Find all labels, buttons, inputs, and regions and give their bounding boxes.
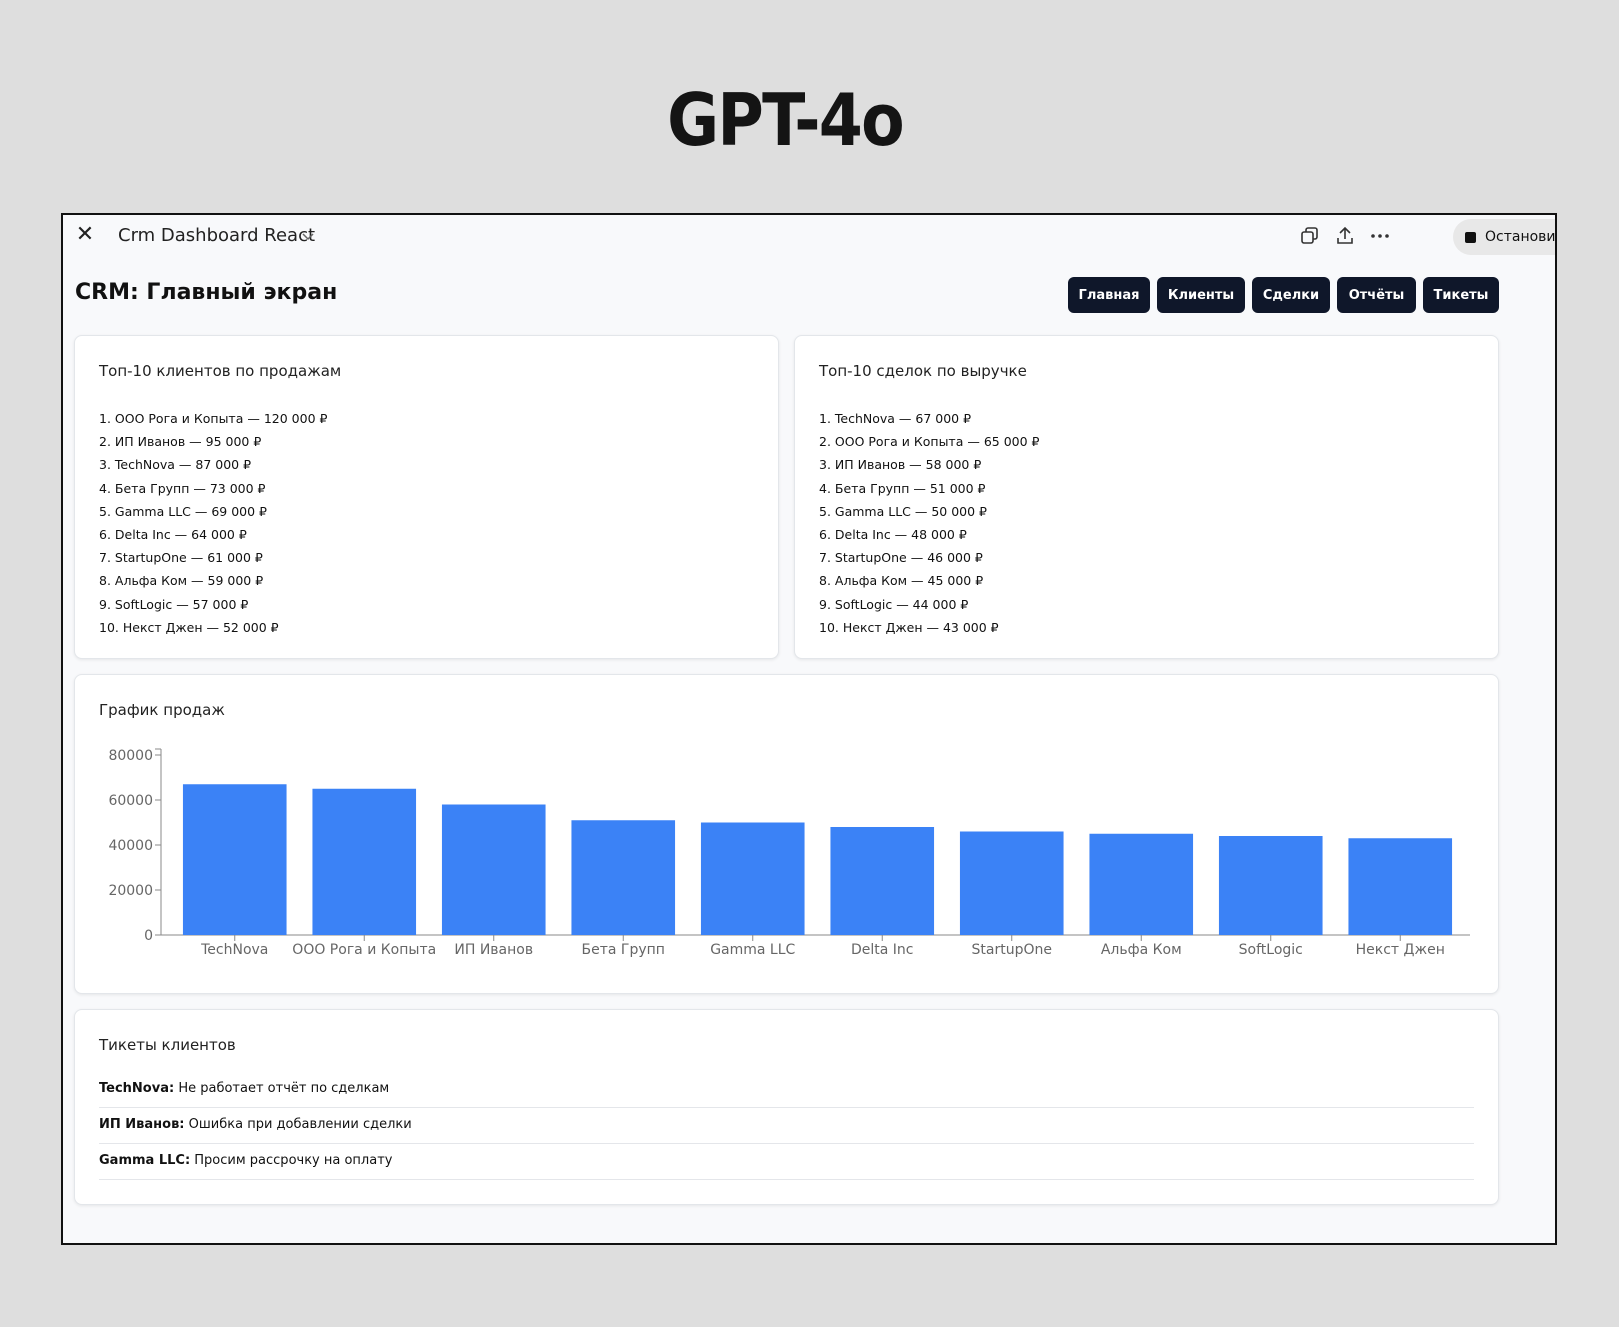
list-item: 9. SoftLogic — 57 000 ₽ — [99, 596, 249, 612]
nav-reports-button[interactable]: Отчёты — [1337, 277, 1416, 313]
nav-clients-button[interactable]: Клиенты — [1157, 277, 1245, 313]
ticket-client: Gamma LLC: — [99, 1153, 191, 1168]
list-item: 7. StartupOne — 46 000 ₽ — [819, 550, 983, 566]
tickets-title: Тикеты клиентов — [99, 1036, 236, 1054]
bar — [700, 822, 805, 935]
list-item: 5. Gamma LLC — 69 000 ₽ — [99, 503, 267, 519]
x-tick-label: Бета Групп — [582, 942, 665, 958]
ticket-row[interactable]: TechNova: Не работает отчёт по сделкам — [99, 1071, 1474, 1108]
list-item: 1. ООО Рога и Копыта — 120 000 ₽ — [99, 411, 328, 426]
list-item: 4. Бета Групп — 73 000 ₽ — [99, 480, 266, 496]
list-item: 10. Некст Джен — 52 000 ₽ — [99, 619, 279, 635]
ticket-text: Не работает отчёт по сделкам — [178, 1081, 390, 1096]
close-icon[interactable]: ✕ — [75, 222, 95, 247]
copy-icon[interactable] — [1299, 225, 1321, 247]
top-clients-list: 1. ООО Рога и Копыта — 120 000 ₽ 2. ИП И… — [99, 407, 327, 639]
x-tick-label: Gamma LLC — [710, 942, 795, 958]
stop-button[interactable]: Остановить — [1453, 219, 1556, 255]
bar — [312, 788, 417, 935]
ticket-row[interactable]: ИП Иванов: Ошибка при добавлении сделки — [99, 1107, 1474, 1144]
y-tick-label: 20000 — [108, 883, 153, 899]
list-item: 4. Бета Групп — 51 000 ₽ — [819, 480, 986, 496]
top-clients-card: Топ-10 клиентов по продажам 1. ООО Рога … — [74, 335, 779, 659]
x-tick-label: Альфа Ком — [1101, 942, 1182, 958]
ticket-client: ИП Иванов: — [99, 1117, 185, 1132]
titlebar: ✕ Crm Dashboard React Остановить — [63, 215, 1555, 259]
ticket-row[interactable]: Gamma LLC: Просим рассрочку на оплату — [99, 1143, 1474, 1180]
list-item: 8. Альфа Ком — 59 000 ₽ — [99, 573, 264, 589]
x-tick-label: SoftLogic — [1239, 942, 1303, 958]
top-deals-list: 1. TechNova — 67 000 ₽ 2. ООО Рога и Коп… — [819, 407, 1040, 639]
y-tick-label: 40000 — [108, 838, 153, 854]
x-tick-label: Delta Inc — [851, 942, 914, 958]
list-item: 2. ИП Иванов — 95 000 ₽ — [99, 434, 262, 450]
bar — [1218, 836, 1323, 935]
ticket-text: Ошибка при добавлении сделки — [188, 1117, 412, 1132]
list-item: 6. Delta Inc — 64 000 ₽ — [99, 526, 247, 542]
tickets-card: Тикеты клиентов TechNova: Не работает от… — [74, 1009, 1499, 1205]
nav-home-button[interactable]: Главная — [1068, 277, 1150, 313]
stop-icon — [1465, 231, 1476, 243]
x-tick-label: TechNova — [200, 942, 268, 958]
page-title: CRM: Главный экран — [75, 280, 338, 305]
x-tick-label: Некст Джен — [1356, 942, 1445, 958]
x-tick-label: StartupOne — [972, 942, 1052, 958]
bar — [830, 827, 935, 935]
header-label: GPT-4o — [667, 78, 904, 162]
bar — [441, 804, 546, 935]
ticket-client: TechNova: — [99, 1081, 175, 1096]
app-title[interactable]: Crm Dashboard React — [118, 225, 316, 246]
list-item: 5. Gamma LLC — 50 000 ₽ — [819, 503, 987, 519]
share-icon[interactable] — [1334, 225, 1356, 247]
nav-deals-button[interactable]: Сделки — [1252, 277, 1330, 313]
list-item: 8. Альфа Ком — 45 000 ₽ — [819, 573, 984, 589]
bar — [1089, 833, 1194, 935]
x-tick-label: ООО Рога и Копыта — [292, 942, 436, 958]
more-icon[interactable] — [1369, 225, 1391, 247]
chevron-down-icon[interactable] — [300, 228, 316, 244]
top-clients-title: Топ-10 клиентов по продажам — [99, 362, 342, 380]
bar — [571, 820, 676, 935]
top-deals-card: Топ-10 сделок по выручке 1. TechNova — 6… — [794, 335, 1499, 659]
list-item: 6. Delta Inc — 48 000 ₽ — [819, 526, 967, 542]
x-tick-label: ИП Иванов — [454, 942, 533, 958]
app-window: ✕ Crm Dashboard React Остановить CRM: Гл… — [61, 213, 1557, 1245]
top-deals-title: Топ-10 сделок по выручке — [819, 362, 1027, 380]
bar — [182, 784, 287, 935]
y-tick-label: 80000 — [108, 748, 153, 764]
nav-tickets-button[interactable]: Тикеты — [1423, 277, 1499, 313]
list-item: 7. StartupOne — 61 000 ₽ — [99, 550, 263, 566]
sales-chart-title: График продаж — [99, 701, 225, 719]
list-item: 9. SoftLogic — 44 000 ₽ — [819, 596, 969, 612]
list-item: 3. TechNova — 87 000 ₽ — [99, 457, 252, 473]
list-item: 10. Некст Джен — 43 000 ₽ — [819, 619, 999, 635]
sales-bar-chart: 0 20000 40000 60000 80000 TechNova ООО Рога и … — [108, 748, 1470, 958]
stop-label: Остановить — [1485, 229, 1556, 245]
list-item: 1. TechNova — 67 000 ₽ — [819, 411, 972, 426]
sales-chart-card: График продаж 0 20000 40000 60000 80000 TechN… — [74, 674, 1499, 994]
bar — [1348, 838, 1453, 935]
ticket-text: Просим рассрочку на оплату — [194, 1153, 393, 1168]
bar — [959, 831, 1064, 935]
y-tick-label: 60000 — [108, 793, 153, 809]
list-item: 2. ООО Рога и Копыта — 65 000 ₽ — [819, 434, 1040, 450]
y-tick-label: 0 — [144, 928, 153, 944]
list-item: 3. ИП Иванов — 58 000 ₽ — [819, 457, 982, 473]
